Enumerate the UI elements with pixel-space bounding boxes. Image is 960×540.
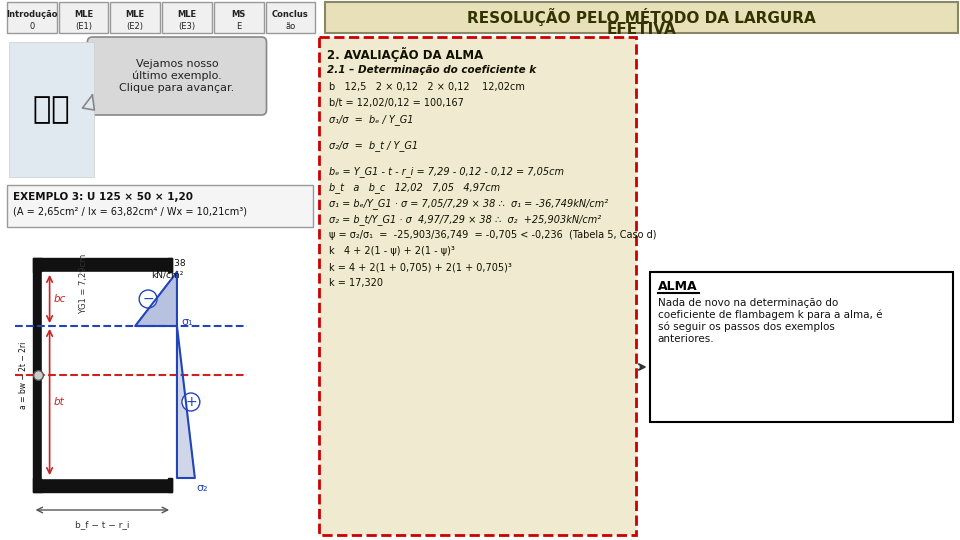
Text: σ₂: σ₂ — [197, 483, 208, 493]
Text: ψ = σ₂/σ₁  =  -25,903/36,749  = -0,705 < -0,236  (Tabela 5, Caso d): ψ = σ₂/σ₁ = -25,903/36,749 = -0,705 < -0… — [329, 230, 657, 240]
Text: bₑ = Y_G1 - t - r_i = 7,29 - 0,12 - 0,12 = 7,05cm: bₑ = Y_G1 - t - r_i = 7,29 - 0,12 - 0,12… — [329, 166, 564, 177]
Text: a = bw − 2t − 2ri: a = bw − 2t − 2ri — [18, 341, 28, 409]
Text: (E3): (E3) — [179, 22, 196, 31]
Text: Nada de novo na determinação do
coeficiente de flambagem k para a alma, é
só seg: Nada de novo na determinação do coeficie… — [658, 298, 882, 344]
FancyBboxPatch shape — [87, 37, 267, 115]
Text: σ₂ = b_t/Y_G1 · σ  4,97/7,29 × 38 ∴  σ₂  +25,903kN/cm²: σ₂ = b_t/Y_G1 · σ 4,97/7,29 × 38 ∴ σ₂ +2… — [329, 214, 601, 225]
Polygon shape — [168, 478, 172, 492]
Text: σ₁ = bₑ/Y_G1 · σ = 7,05/7,29 × 38 ∴  σ₁ = -36,749kN/cm²: σ₁ = bₑ/Y_G1 · σ = 7,05/7,29 × 38 ∴ σ₁ =… — [329, 198, 609, 209]
Text: +: + — [185, 395, 197, 409]
FancyBboxPatch shape — [7, 2, 57, 33]
Text: σ₂/σ  =  b_t / Y_G1: σ₂/σ = b_t / Y_G1 — [329, 140, 419, 151]
Text: k = 4 + 2(1 + 0,705) + 2(1 + 0,705)³: k = 4 + 2(1 + 0,705) + 2(1 + 0,705)³ — [329, 262, 512, 272]
Polygon shape — [83, 95, 94, 110]
Polygon shape — [33, 258, 41, 492]
FancyBboxPatch shape — [162, 2, 212, 33]
Text: YG1 = 7,29cm: YG1 = 7,29cm — [79, 254, 88, 314]
Text: EFETIVA: EFETIVA — [607, 22, 677, 37]
Text: σ₁: σ₁ — [180, 317, 192, 327]
FancyBboxPatch shape — [214, 2, 263, 33]
Text: ão: ão — [285, 22, 296, 31]
Text: b_t   a   b_c   12,02   7,05   4,97cm: b_t a b_c 12,02 7,05 4,97cm — [329, 182, 500, 193]
Circle shape — [182, 393, 200, 411]
Text: k = 17,320: k = 17,320 — [329, 278, 383, 288]
Text: 0: 0 — [29, 22, 35, 31]
Text: (E2): (E2) — [127, 22, 144, 31]
Text: MLE: MLE — [126, 10, 145, 19]
Text: ALMA: ALMA — [658, 280, 697, 293]
FancyBboxPatch shape — [650, 272, 953, 422]
FancyBboxPatch shape — [59, 2, 108, 33]
Text: b   12,5   2 × 0,12   2 × 0,12    12,02cm: b 12,5 2 × 0,12 2 × 0,12 12,02cm — [329, 82, 525, 92]
Text: MS: MS — [231, 10, 246, 19]
Polygon shape — [135, 272, 177, 326]
Circle shape — [139, 290, 157, 308]
FancyBboxPatch shape — [266, 2, 315, 33]
FancyBboxPatch shape — [320, 37, 636, 535]
Polygon shape — [41, 272, 172, 478]
Text: MLE: MLE — [178, 10, 197, 19]
Text: Introdução: Introdução — [6, 10, 58, 19]
FancyBboxPatch shape — [9, 42, 94, 177]
Text: 2. AVALIAÇÃO DA ALMA: 2. AVALIAÇÃO DA ALMA — [327, 47, 484, 62]
Text: (E1): (E1) — [75, 22, 92, 31]
Text: MLE: MLE — [74, 10, 93, 19]
Text: −: − — [142, 292, 154, 306]
Text: bt: bt — [54, 397, 64, 407]
FancyBboxPatch shape — [7, 185, 313, 227]
Text: 2.1 – Determinação do coeficiente k: 2.1 – Determinação do coeficiente k — [327, 65, 537, 75]
Text: Vejamos nosso
último exemplo.
Clique para avançar.: Vejamos nosso último exemplo. Clique par… — [119, 59, 234, 93]
FancyBboxPatch shape — [110, 2, 160, 33]
Text: k   4 + 2(1 - ψ) + 2(1 - ψ)³: k 4 + 2(1 - ψ) + 2(1 - ψ)³ — [329, 246, 455, 256]
Polygon shape — [177, 326, 195, 478]
Text: 🧑‍💻: 🧑‍💻 — [34, 95, 70, 124]
Polygon shape — [33, 258, 172, 272]
Text: (A = 2,65cm² / Ix = 63,82cm⁴ / Wx = 10,21cm³): (A = 2,65cm² / Ix = 63,82cm⁴ / Wx = 10,2… — [12, 207, 247, 217]
Text: b_f − t − r_i: b_f − t − r_i — [75, 520, 130, 529]
Text: EXEMPLO 3: U 125 × 50 × 1,20: EXEMPLO 3: U 125 × 50 × 1,20 — [12, 192, 193, 202]
Text: σ = - 38: σ = - 38 — [149, 259, 185, 268]
Text: kN/cm²: kN/cm² — [151, 270, 183, 279]
Text: E: E — [236, 22, 241, 31]
Polygon shape — [33, 478, 172, 492]
Text: RESOLUÇÃO PELO MÉTODO DA LARGURA: RESOLUÇÃO PELO MÉTODO DA LARGURA — [468, 8, 816, 26]
Text: σ₁/σ  =  bₑ / Y_G1: σ₁/σ = bₑ / Y_G1 — [329, 114, 414, 125]
Text: Conclus: Conclus — [272, 10, 309, 19]
Text: bc: bc — [54, 294, 66, 304]
FancyBboxPatch shape — [325, 2, 958, 33]
Polygon shape — [168, 258, 172, 272]
Text: b/t = 12,02/0,12 = 100,167: b/t = 12,02/0,12 = 100,167 — [329, 98, 464, 108]
